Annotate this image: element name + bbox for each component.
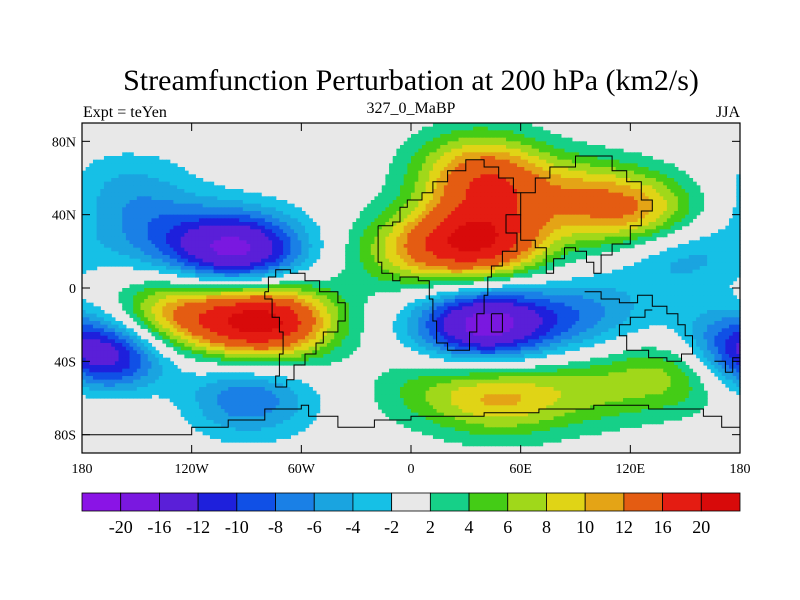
colorbar-swatch (313, 492, 354, 512)
colorbar-label: 12 (615, 517, 633, 537)
y-tick-label: 80N (52, 135, 76, 150)
colorbar-swatch (507, 492, 547, 512)
y-tick-label: 40N (52, 209, 76, 224)
colorbar-label: -10 (225, 517, 249, 537)
colorbar-label: 6 (503, 517, 512, 537)
colorbar: -20 -16 -12 -10 -8 -6 -4 -2 2 4 6 8 10 12 16 20 (81, 492, 741, 537)
colorbar-label: -20 (109, 517, 133, 537)
colorbar-label: 10 (576, 517, 594, 537)
colorbar-label: -12 (186, 517, 210, 537)
colorbar-swatch (81, 492, 122, 512)
colorbar-label: 4 (465, 517, 474, 537)
x-tick-label: 0 (408, 462, 415, 477)
plot-area (81, 122, 741, 454)
x-tick-label: 120W (175, 462, 210, 477)
colorbar-label: 2 (426, 517, 435, 537)
colorbar-label: -8 (268, 517, 283, 537)
y-tick-label: 80S (54, 429, 76, 444)
colorbar-swatch (352, 492, 393, 512)
colorbar-swatch (391, 492, 431, 512)
colorbar-label: -4 (345, 517, 360, 537)
y-tick-label: 40S (54, 355, 76, 370)
colorbar-swatch (546, 492, 586, 512)
colorbar-label: -2 (384, 517, 399, 537)
x-tick-label: 60W (288, 462, 316, 477)
colorbar-swatch (700, 492, 741, 512)
y-tick-label: 0 (69, 282, 76, 297)
colorbar-swatch (468, 492, 509, 512)
coastline-outline (82, 155, 740, 436)
x-axis: 180 120W 60W 0 60E 120E 180 (72, 123, 751, 477)
x-tick-label: 120E (616, 462, 646, 477)
y-axis: 80N 40N 0 40S 80S (52, 135, 740, 444)
colorbar-label: 16 (654, 517, 672, 537)
colorbar-label: -6 (307, 517, 322, 537)
colorbar-swatch (120, 492, 160, 512)
colorbar-swatch (275, 492, 315, 512)
chart-title: Streamfunction Perturbation at 200 hPa (… (123, 64, 699, 97)
colorbar-swatch (584, 492, 625, 512)
x-tick-label: 60E (509, 462, 532, 477)
colorbar-swatch (662, 492, 702, 512)
experiment-label: Expt = teYen (83, 104, 167, 121)
colorbar-swatch (197, 492, 238, 512)
contour-field (82, 123, 741, 447)
colorbar-swatch (159, 492, 199, 512)
colorbar-label: 20 (692, 517, 710, 537)
colorbar-label: -16 (147, 517, 171, 537)
colorbar-swatch (623, 492, 663, 512)
x-tick-label: 180 (730, 462, 751, 477)
run-id-label: 327_0_MaBP (367, 100, 456, 117)
season-label: JJA (716, 104, 740, 121)
colorbar-swatch (236, 492, 276, 512)
colorbar-swatch (429, 492, 470, 512)
x-tick-label: 180 (72, 462, 93, 477)
colorbar-label: 8 (542, 517, 551, 537)
